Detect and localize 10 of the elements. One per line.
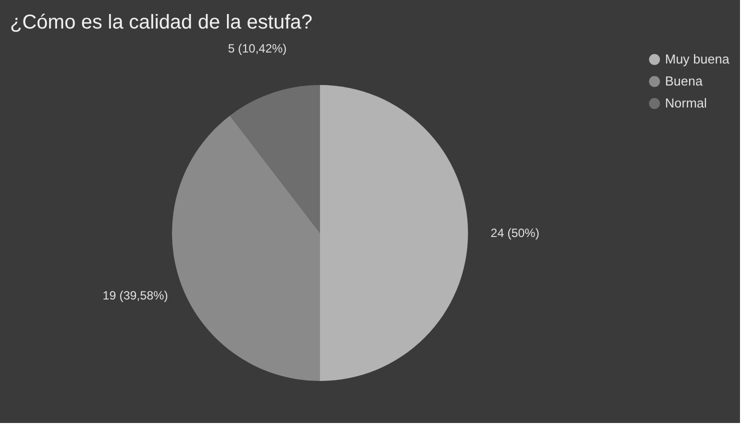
data-label: 24 (50%) [490,226,540,240]
pie-slice [172,116,320,381]
data-label: 19 (39,58%) [102,288,168,303]
pie-slice [230,85,320,233]
legend-label: Muy buena [665,52,730,66]
legend-label: Buena [665,74,704,88]
pie-slice [320,85,468,381]
data-label: 5 (10,42%) [228,41,287,56]
chart-title: ¿Cómo es la calidad de la estufa? [10,11,312,34]
legend-label: Normal [665,96,708,110]
